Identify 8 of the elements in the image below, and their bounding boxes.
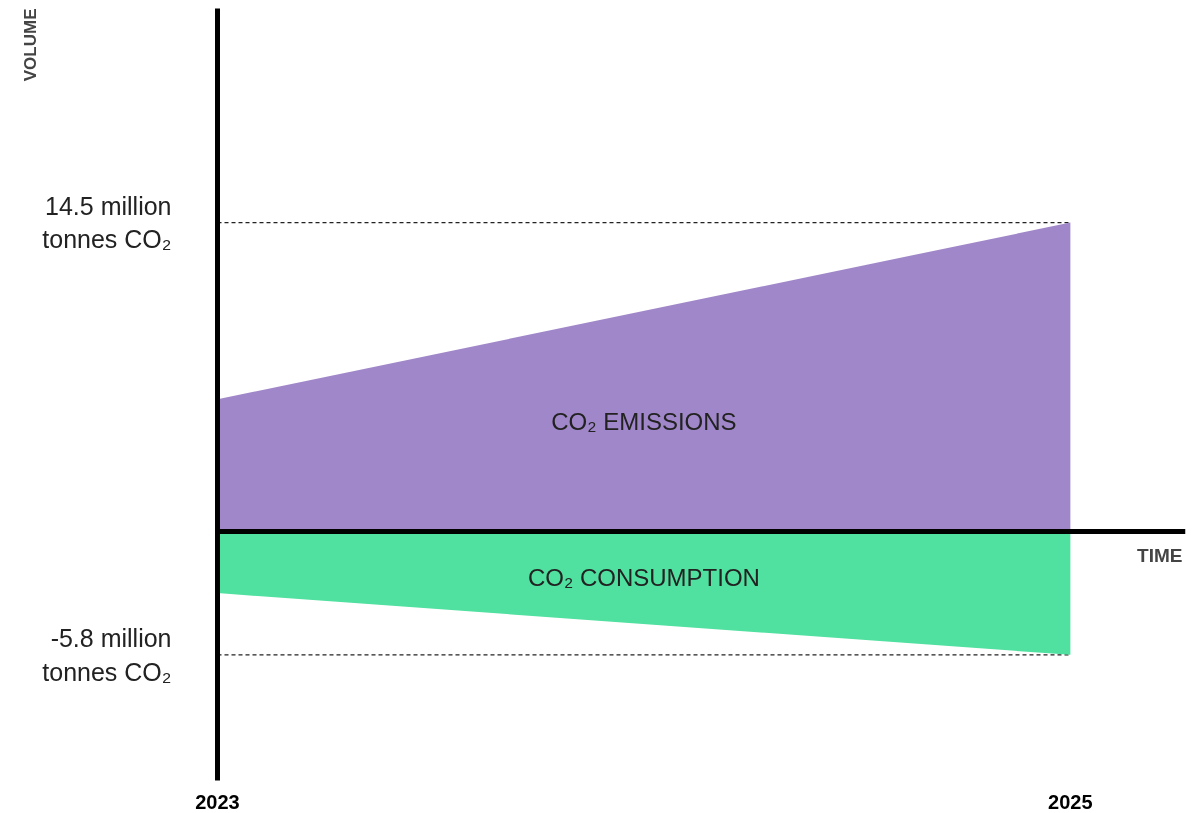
x-tick-label: 2023 bbox=[195, 790, 240, 813]
y-axis-title: VOLUME bbox=[20, 8, 40, 82]
x-axis-title: TIME bbox=[1137, 545, 1183, 567]
y-tick-label: -5.8 million tonnes CO₂ bbox=[42, 624, 172, 686]
series-label: CO₂ EMISSIONS bbox=[551, 407, 737, 435]
series-label: CO₂ CONSUMPTION bbox=[527, 564, 760, 592]
x-tick-label: 2025 bbox=[1048, 790, 1093, 813]
y-tick-label: 14.5 million tonnes CO₂ bbox=[42, 191, 172, 254]
